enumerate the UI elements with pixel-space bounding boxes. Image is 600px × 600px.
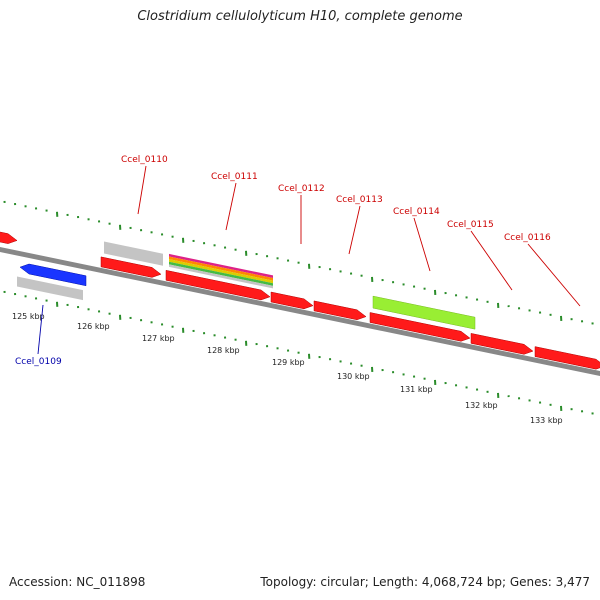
gene-label: Ccel_0110 [121,155,168,165]
forward-cds-arrow [534,346,600,370]
map-title: Clostridium cellulolyticum H10, complete… [137,9,463,24]
gene-label-leader-line [413,217,431,272]
multicolor-feature-stripe [169,261,273,286]
gene-label-leader-line [137,165,147,215]
multicolor-feature-stripe [169,264,273,289]
kbp-scale-label: 132 kbp [465,401,498,410]
genome-backbone [0,247,600,377]
lime-feature [372,295,476,330]
gene-label: Ccel_0114 [393,207,440,217]
kbp-scale-label: 126 kbp [77,322,110,331]
gene-label-leader-line [470,230,513,291]
forward-cds-arrow [270,291,314,310]
forward-cds-arrow [165,270,271,301]
genome-summary-text: Topology: circular; Length: 4,068,724 bp… [260,575,590,589]
kbp-scale-label: 125 kbp [12,312,45,321]
forward-cds-arrow [100,256,162,278]
multicolor-feature-stripe [169,259,273,284]
kbp-scale-label: 131 kbp [400,385,433,394]
kbp-scale-label: 129 kbp [272,358,305,367]
grey-feature [104,241,163,266]
forward-cds-arrow [470,333,534,355]
gene-label-leader-line [527,243,581,307]
forward-cds-arrow [0,231,18,244]
forward-cds-arrow [369,312,471,342]
gene-label: Ccel_0113 [336,195,383,205]
gene-label-leader-line [37,304,44,355]
reverse-cds-arrow [19,263,87,287]
kbp-scale-label: 127 kbp [142,334,175,343]
gene-label: Ccel_0111 [211,172,258,182]
grey-feature-reverse [17,276,83,301]
kbp-scale-label: 133 kbp [530,416,563,425]
gene-label: Ccel_0116 [504,233,551,243]
multicolor-feature-stripe [169,256,273,281]
gene-label: Ccel_0115 [447,220,494,230]
gene-label: Ccel_0112 [278,184,325,194]
gene-label-leader-line [348,205,361,255]
accession-text: Accession: NC_011898 [9,575,146,589]
gene-label-leader-line [225,182,237,231]
forward-cds-arrow [313,300,367,321]
multicolor-feature-stripe [169,253,273,279]
kbp-scale-label: 130 kbp [337,372,370,381]
gene-label: Ccel_0109 [15,357,62,367]
kbp-scale-label: 128 kbp [207,346,240,355]
